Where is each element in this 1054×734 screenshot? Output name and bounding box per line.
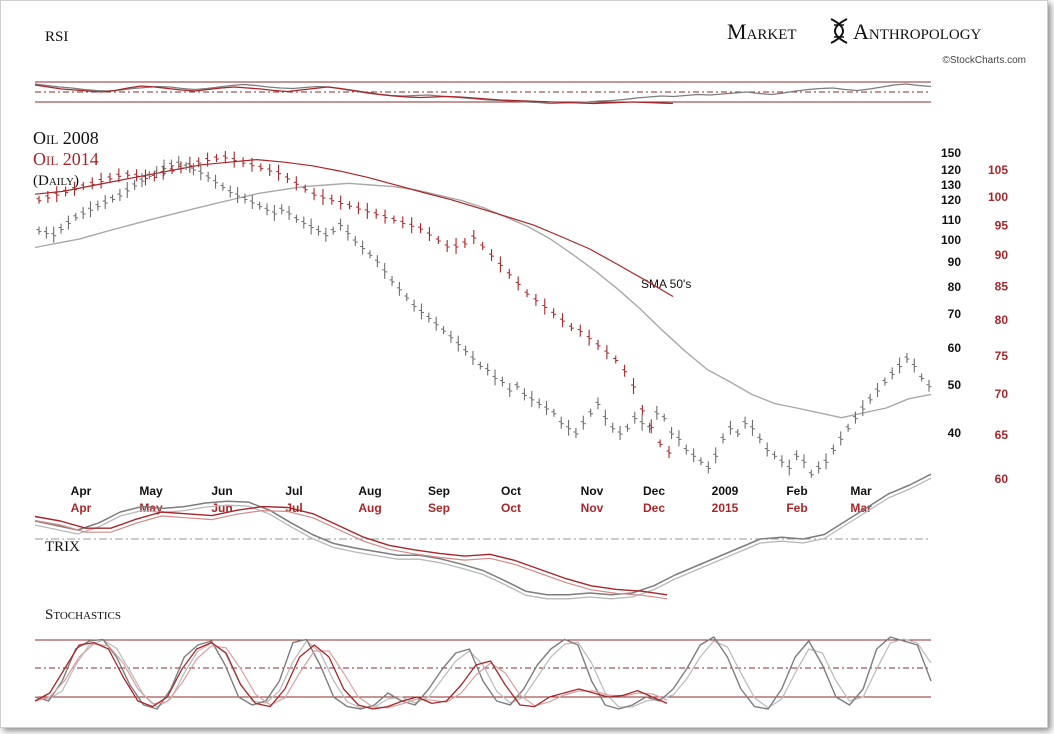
trix-line-2014 bbox=[34, 505, 668, 596]
x-tick-2014: Sep bbox=[428, 501, 450, 515]
brand-word1: Market bbox=[727, 19, 797, 44]
sma50-line-2014 bbox=[34, 159, 674, 298]
stoch-line-2014 bbox=[34, 641, 668, 710]
x-tick-2008: Aug bbox=[358, 484, 381, 498]
x-tick-2008: Dec bbox=[643, 484, 665, 498]
x-tick-2008: Jun bbox=[211, 484, 232, 498]
y-tick-2008: 110 bbox=[942, 213, 962, 227]
y-tick-2008: 100 bbox=[941, 233, 961, 247]
y-tick-2014: 90 bbox=[995, 248, 1009, 262]
stoch-line-2008 bbox=[34, 636, 932, 710]
x-tick-2008: Apr bbox=[71, 484, 92, 498]
x-tick-2008: Mar bbox=[850, 484, 872, 498]
x-tick-2014: Nov bbox=[581, 501, 604, 515]
price-title-2014: Oil 2014 bbox=[33, 149, 99, 169]
stockcharts-credit: ©StockCharts.com bbox=[942, 55, 1026, 66]
trix-title: TRIX bbox=[45, 539, 80, 555]
y-tick-2014: 65 bbox=[995, 428, 1009, 442]
rsi-line-2014 bbox=[34, 84, 674, 105]
rsi-title: RSI bbox=[45, 29, 68, 45]
y-tick-2014: 75 bbox=[995, 349, 1009, 363]
y-tick-2008: 80 bbox=[948, 280, 962, 294]
y-tick-2014: 105 bbox=[988, 163, 1008, 177]
price-title-2008: Oil 2008 bbox=[33, 128, 99, 148]
stochastics-title: Stochastics bbox=[45, 607, 121, 623]
brand-word2: Anthropology bbox=[853, 19, 982, 44]
x-tick-2008: 2009 bbox=[712, 484, 739, 498]
y-tick-2014: 85 bbox=[995, 280, 1009, 294]
x-tick-2014: Aug bbox=[358, 501, 381, 515]
y-tick-2008: 120 bbox=[941, 163, 961, 177]
y-tick-2008: 120 bbox=[941, 193, 961, 207]
rsi-line-2008 bbox=[34, 83, 932, 105]
y-tick-2014: 100 bbox=[988, 190, 1008, 204]
y-tick-2008: 70 bbox=[948, 307, 962, 321]
x-tick-2008: Oct bbox=[501, 484, 521, 498]
x-tick-2014: Dec bbox=[643, 501, 665, 515]
y-tick-2014: 60 bbox=[995, 472, 1009, 486]
x-tick-2008: May bbox=[139, 484, 163, 498]
x-tick-2008: Sep bbox=[428, 484, 450, 498]
x-tick-2008: Nov bbox=[581, 484, 604, 498]
y-tick-2008: 40 bbox=[948, 426, 962, 440]
y-tick-2014: 80 bbox=[995, 313, 1009, 327]
dna-icon bbox=[830, 18, 848, 44]
x-tick-2008: Feb bbox=[786, 484, 807, 498]
stoch-signal-2014 bbox=[34, 643, 668, 709]
y-tick-2008: 50 bbox=[948, 378, 962, 392]
sma50-line-2008 bbox=[34, 182, 932, 419]
x-tick-2014: Oct bbox=[501, 501, 521, 515]
trix-line-2008 bbox=[34, 473, 932, 596]
stoch-signal-2008 bbox=[34, 638, 932, 709]
y-tick-2014: 70 bbox=[995, 387, 1009, 401]
trix-signal-2008 bbox=[34, 477, 932, 600]
x-tick-2014: Apr bbox=[71, 501, 92, 515]
x-tick-2014: Feb bbox=[786, 501, 807, 515]
y-tick-2008: 150 bbox=[941, 146, 961, 160]
price-title-daily: (Daily) bbox=[33, 173, 79, 189]
y-tick-2008: 130 bbox=[941, 178, 961, 192]
y-tick-2014: 95 bbox=[995, 218, 1009, 232]
x-tick-2014: Mar bbox=[850, 501, 872, 515]
x-tick-2014: 2015 bbox=[712, 501, 739, 515]
y-tick-2008: 60 bbox=[948, 341, 962, 355]
trix-signal-2014 bbox=[34, 510, 668, 600]
x-tick-2014: Jun bbox=[211, 501, 232, 515]
x-tick-2008: Jul bbox=[285, 484, 302, 498]
sma-annotation: SMA 50's bbox=[641, 277, 691, 291]
y-tick-2008: 90 bbox=[948, 255, 962, 269]
